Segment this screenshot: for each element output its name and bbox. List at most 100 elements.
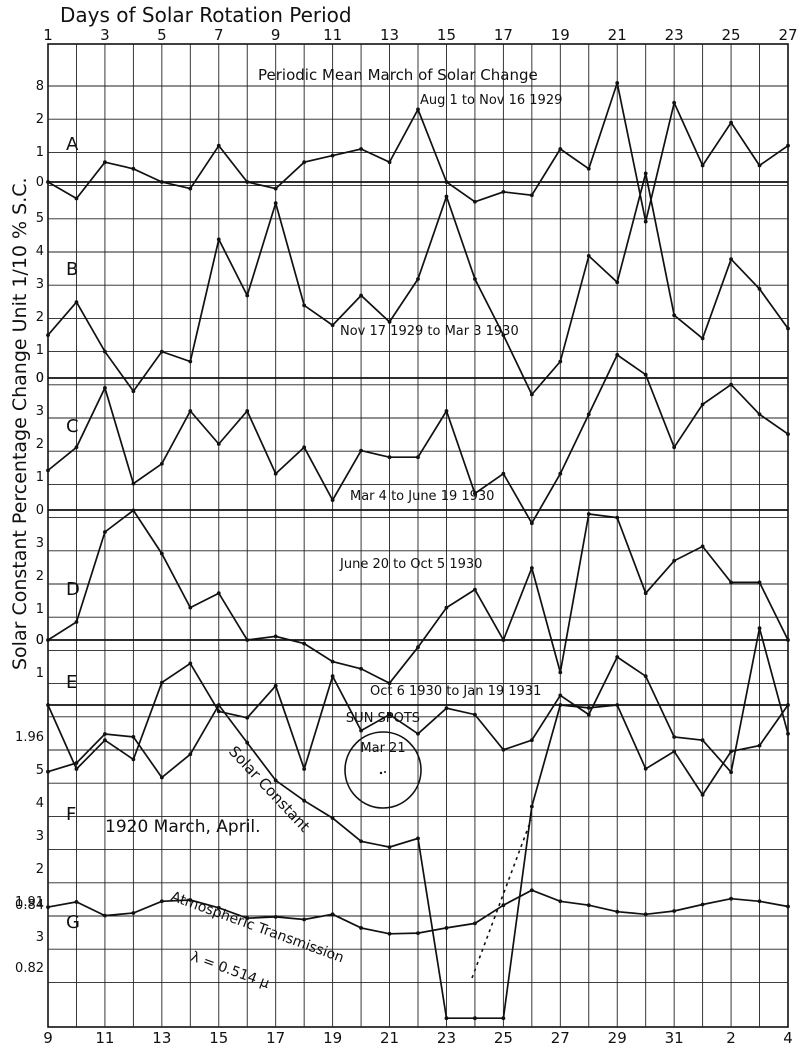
data-point: [131, 735, 136, 739]
data-point: [643, 219, 648, 224]
data-point: [302, 641, 307, 646]
data-point: [103, 732, 107, 736]
data-point: [302, 445, 307, 450]
y-tick-label: 3: [36, 536, 44, 551]
data-point: [586, 254, 591, 258]
data-point: [245, 638, 250, 642]
sunspot-dot: [384, 771, 386, 773]
y-tick-label: 1: [36, 602, 44, 617]
data-point: [558, 471, 563, 476]
x-tick-label-top: 11: [323, 26, 342, 44]
data-point: [74, 620, 79, 624]
data-point: [729, 382, 733, 387]
data-point: [46, 638, 50, 642]
data-point: [359, 839, 363, 844]
data-point: [103, 386, 107, 390]
panel-letter-B: B: [66, 259, 78, 280]
x-tick-label-top: 19: [551, 26, 570, 44]
x-tick-label-bottom: 27: [551, 1029, 570, 1045]
data-point: [501, 190, 506, 194]
data-point: [46, 180, 50, 184]
y-tick-label: 1: [36, 145, 44, 160]
data-point: [757, 163, 762, 168]
data-point: [473, 1016, 477, 1021]
data-point: [131, 481, 136, 486]
panel-letter-D: D: [66, 579, 80, 600]
data-point: [615, 655, 620, 659]
panel-letter-A: A: [66, 134, 79, 155]
panel-caption-B: Nov 17 1929 to Mar 3 1930: [340, 324, 519, 339]
x-tick-label-top: 13: [380, 26, 399, 44]
y-tick-label: 3: [36, 404, 44, 419]
data-point: [473, 921, 477, 926]
data-point: [672, 558, 677, 563]
data-point: [188, 409, 193, 413]
data-point: [159, 461, 164, 466]
data-point: [359, 448, 363, 453]
data-point: [786, 432, 790, 436]
panel-letter-G: G: [66, 912, 80, 933]
sunspot-inset-title: SUN SPOTS: [346, 711, 420, 726]
data-point: [74, 196, 79, 201]
y-tick-label: 0: [36, 503, 44, 518]
data-point: [786, 904, 790, 909]
data-point: [700, 336, 705, 341]
data-point: [416, 455, 420, 460]
x-tick-label-top: 5: [157, 26, 167, 44]
data-point: [672, 445, 677, 450]
x-tick-label-top: 17: [494, 26, 513, 44]
data-point: [529, 392, 534, 397]
data-point: [188, 752, 193, 757]
data-point: [473, 491, 477, 496]
data-point: [387, 160, 392, 165]
data-point: [729, 580, 733, 585]
sun-disk: [344, 731, 422, 809]
sunspot-inset: SUN SPOTS Mar 21: [344, 711, 422, 809]
y-tick-label: 2: [36, 437, 44, 452]
data-point: [672, 749, 677, 754]
y-tick-label: 8: [36, 79, 44, 94]
data-point: [444, 409, 449, 413]
data-point: [615, 81, 620, 85]
data-point: [273, 778, 278, 783]
data-point: [529, 566, 534, 570]
data-point: [672, 735, 677, 739]
data-point: [672, 100, 677, 105]
series-lines: [46, 79, 790, 1021]
x-tick-label-bottom: 23: [437, 1029, 456, 1045]
y-axis-label: Solar Constant Percentage Change Unit 1/…: [9, 177, 31, 670]
data-point: [330, 816, 335, 820]
data-point: [330, 659, 335, 664]
x-tick-label-top: 9: [271, 26, 281, 44]
x-tick-label-bottom: 21: [380, 1029, 399, 1045]
panel-caption-A: Aug 1 to Nov 16 1929: [420, 93, 562, 108]
x-tick-label-top: 21: [608, 26, 627, 44]
data-point: [131, 508, 136, 513]
data-point: [700, 402, 705, 407]
data-point: [700, 902, 705, 907]
y-tick-label: 3: [36, 277, 44, 292]
data-point: [245, 916, 250, 921]
y-tick-label: 5: [36, 763, 44, 778]
data-point: [74, 900, 79, 904]
data-point: [74, 445, 79, 450]
data-point: [330, 674, 335, 679]
y-tick-label: 4: [36, 796, 44, 811]
data-point: [757, 412, 762, 417]
data-point: [700, 793, 705, 797]
data-point: [729, 896, 733, 901]
data-point: [643, 171, 648, 176]
data-point: [786, 703, 790, 707]
data-point: [444, 180, 449, 184]
data-point: [273, 471, 278, 476]
data-point: [586, 903, 591, 908]
panel-letter-C: C: [66, 416, 79, 437]
data-point: [359, 728, 363, 733]
x-tick-label-bottom: 17: [266, 1029, 285, 1045]
data-point: [216, 143, 221, 148]
data-point: [501, 1016, 506, 1021]
panel-caption-D: June 20 to Oct 5 1930: [339, 557, 482, 572]
y-tick-label: 2: [36, 112, 44, 127]
data-point: [416, 836, 420, 841]
data-point: [586, 412, 591, 417]
